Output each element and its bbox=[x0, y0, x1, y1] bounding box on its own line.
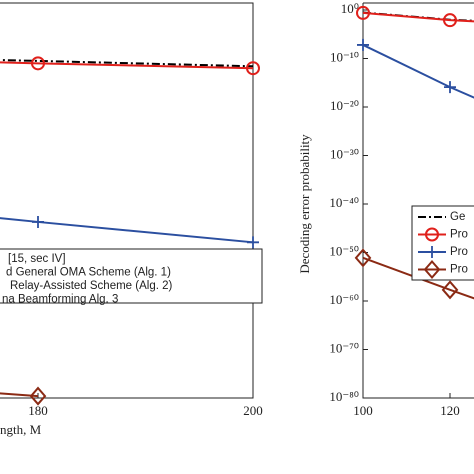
legend-label: Pro bbox=[450, 246, 468, 258]
x-axis-label: ngth, M bbox=[0, 422, 42, 437]
legend-box bbox=[411, 205, 474, 281]
marker bbox=[356, 5, 370, 20]
y-axis-label: Decoding error probability bbox=[297, 134, 312, 274]
series-line bbox=[362, 256, 474, 300]
y-tick-label: 10⁰ bbox=[341, 1, 359, 16]
series-line bbox=[0, 392, 39, 398]
series-line bbox=[362, 11, 474, 23]
legend-label: Pro bbox=[450, 264, 468, 276]
y-tick-label: 10⁻²⁰ bbox=[330, 98, 359, 113]
marker bbox=[246, 61, 260, 76]
legend-box bbox=[0, 248, 263, 304]
chart: 100 120 10⁰ 10⁻¹⁰ 10⁻²⁰ 10⁻³⁰ 10⁻⁴⁰ 10⁻⁵⁰ 10⁻⁶⁰ 1… bbox=[297, 1, 474, 418]
marker bbox=[357, 38, 369, 51]
y-tick-label: 10⁻⁶⁰ bbox=[329, 292, 359, 307]
marker bbox=[354, 248, 372, 268]
legend-label: [15, sec IV] bbox=[8, 253, 66, 265]
legend-marker bbox=[425, 227, 439, 242]
legend: [15, sec IV] d General OMA Scheme (Alg. 1… bbox=[0, 248, 263, 306]
marker bbox=[31, 56, 45, 71]
marker bbox=[29, 386, 47, 406]
legend-label: na Beamforming Alg. 3 bbox=[2, 294, 118, 306]
y-tick-label: 10⁻³⁰ bbox=[330, 146, 359, 161]
series-line bbox=[0, 61, 254, 70]
y-tick-label: 10⁻¹⁰ bbox=[330, 49, 359, 64]
marker bbox=[443, 13, 457, 28]
y-tick-label: 10⁻⁸⁰ bbox=[329, 389, 359, 404]
marker bbox=[441, 280, 459, 300]
series-line bbox=[0, 217, 254, 244]
marker bbox=[444, 81, 456, 94]
y-tick-label: 10⁻⁴⁰ bbox=[329, 195, 359, 210]
x-tick-label: 120 bbox=[440, 403, 460, 418]
marker bbox=[32, 215, 44, 228]
x-tick-label: 180 bbox=[28, 403, 48, 418]
legend-label: Pro bbox=[450, 229, 468, 241]
y-tick-label: 10⁻⁷⁰ bbox=[329, 340, 359, 355]
series-line bbox=[362, 44, 474, 99]
legend-label: d General OMA Scheme (Alg. 1) bbox=[6, 267, 171, 279]
x-tick-label: 100 bbox=[353, 403, 373, 418]
y-tick-label: 10⁻⁵⁰ bbox=[329, 243, 359, 258]
legend-marker bbox=[426, 246, 438, 258]
legend-label: Ge bbox=[450, 211, 465, 223]
x-tick-label: 200 bbox=[243, 403, 263, 418]
legend-marker bbox=[423, 259, 441, 280]
legend-label: Relay-Assisted Scheme (Alg. 2) bbox=[10, 280, 173, 292]
chart: 160180200ngth, M bbox=[0, 2, 263, 437]
axes-frame bbox=[0, 2, 254, 399]
axes-frame bbox=[362, 2, 474, 399]
legend: Ge Pro Pro Pro bbox=[411, 205, 474, 281]
marker bbox=[247, 236, 259, 249]
